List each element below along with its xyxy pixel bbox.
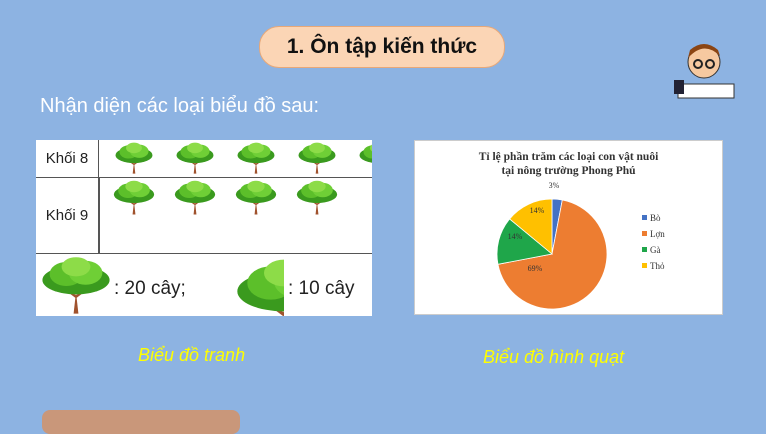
- pictograph-row-khoi-9: Khối 9: [36, 178, 372, 253]
- student-reading-icon: [674, 44, 735, 99]
- row-label: Khối 9: [36, 178, 99, 253]
- legend-swatch: [642, 231, 647, 236]
- tree-icons: [112, 180, 339, 216]
- row-label: Khối 8: [36, 140, 99, 177]
- key-half: : 10 cây: [288, 278, 355, 299]
- legend-label: Bò: [650, 213, 661, 223]
- data-label: 3%: [549, 181, 560, 190]
- data-label: 14%: [530, 206, 545, 215]
- legend-label: Thỏ: [650, 261, 665, 271]
- legend-swatch: [642, 247, 647, 252]
- data-label: 69%: [528, 264, 543, 273]
- pie-slice-3: [509, 198, 553, 255]
- tree-key-icon: [41, 256, 111, 315]
- caption-pictograph: Biểu đồ tranh: [138, 345, 246, 365]
- legend-swatch: [642, 263, 647, 268]
- prompt-text: Nhận diện các loại biểu đồ sau:: [40, 95, 320, 117]
- legend-label: Lợn: [650, 229, 665, 239]
- chart-title: Tỉ lệ phần trăm các loại con vật nuôi tại…: [478, 151, 659, 177]
- pictograph-row-khoi-8: Khối 8: [36, 140, 372, 178]
- bottom-banner: [42, 410, 240, 434]
- section-title: 1. Ôn tập kiến thức: [259, 26, 505, 68]
- caption-pie-chart: Biểu đồ hình quạt: [483, 347, 625, 367]
- legend-label: Gà: [650, 245, 661, 255]
- pictograph: Khối 8 Khối 9 : 20 cây; : 10 cây: [36, 140, 372, 316]
- pie-slice-1: [497, 199, 608, 310]
- pie-chart: Tỉ lệ phần trăm các loại con vật nuôi tại…: [414, 140, 723, 315]
- divider: [36, 253, 372, 254]
- tree-icons: [114, 142, 372, 175]
- legend-swatch: [642, 215, 647, 220]
- row-label-text: Khối 9: [45, 207, 89, 224]
- key-full: : 20 cây;: [114, 278, 186, 299]
- half-tree-key-icon: [235, 258, 284, 316]
- data-label: 14%: [508, 232, 523, 241]
